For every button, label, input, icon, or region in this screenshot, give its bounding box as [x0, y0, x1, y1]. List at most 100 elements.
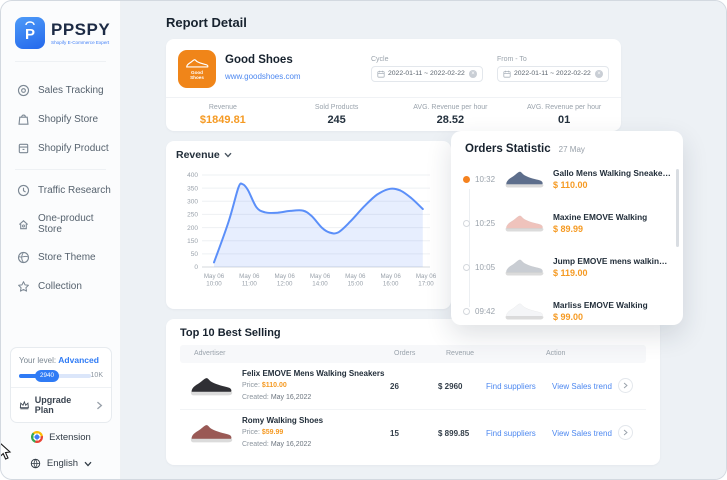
mouse-cursor: [1, 443, 12, 460]
level-progress-fill: [19, 373, 45, 378]
order-price: $ 89.99: [553, 224, 584, 234]
page-title: Report Detail: [166, 15, 247, 30]
store-logo: Good Shoes: [178, 49, 216, 88]
clear-date-icon[interactable]: ×: [595, 69, 603, 78]
clear-date-icon[interactable]: ×: [469, 69, 477, 78]
main-content: Report Detail Good Shoes Good Shoes www.…: [121, 1, 726, 479]
chevron-right-icon: [623, 429, 628, 436]
order-price: $ 99.00: [553, 312, 584, 322]
timeline-line: [469, 189, 470, 307]
orders-count: 26: [390, 382, 399, 391]
svg-text:0: 0: [194, 264, 198, 271]
find-suppliers-link[interactable]: Find suppliers: [486, 382, 536, 391]
order-item[interactable]: 10:05 Jump EMOVE mens walking s... $ 119…: [451, 245, 683, 289]
stat-avg-per-hour: AVG. Revenue per hour 01: [527, 104, 602, 126]
sidebar-item-collection[interactable]: Collection: [1, 272, 120, 301]
level-progress-badge: 2940: [35, 369, 60, 382]
chevron-down-icon: [84, 461, 92, 466]
product-image: [505, 303, 544, 320]
order-item[interactable]: 09:42 Marliss EMOVE Walking $ 99.00: [451, 289, 683, 325]
revenue-area-chart: 400 350 300 250 200 150 50 0 May 06 10:00 May 06 11…: [187, 172, 437, 288]
revenue-chart-card: Revenue 400 350 300 250 200 150 50 0 May 06 10:00…: [166, 141, 451, 309]
chart-metric-dropdown[interactable]: Revenue: [176, 149, 246, 161]
product-price: $110.00: [261, 382, 287, 389]
divider: [166, 97, 621, 98]
calendar-icon: [377, 70, 385, 78]
product-price: $59.99: [261, 429, 284, 436]
globe-icon: [17, 251, 30, 264]
revenue-value: $ 899.85: [438, 429, 470, 438]
order-product-name: Gallo Mens Walking Sneakers...: [553, 168, 671, 178]
timeline-dot-icon: [463, 219, 470, 227]
brand-bag-icon: P: [15, 17, 45, 49]
best-selling-title: Top 10 Best Selling: [180, 327, 281, 339]
divider: [15, 169, 106, 170]
fromto-label: From - To: [497, 55, 527, 63]
product-image: [505, 215, 544, 232]
target-icon: [17, 84, 30, 97]
store-url-link[interactable]: www.goodshoes.com: [225, 71, 301, 81]
product-created-date: May 16,2022: [270, 441, 312, 448]
svg-text:400: 400: [187, 172, 198, 179]
product-name: Felix EMOVE Mens Walking Sneakers: [242, 369, 385, 378]
divider: [15, 61, 106, 62]
find-suppliers-link[interactable]: Find suppliers: [486, 429, 536, 438]
upgrade-plan-button[interactable]: Upgrade Plan: [11, 387, 111, 422]
level-value: Advanced: [58, 355, 99, 365]
order-item[interactable]: 10:32 Gallo Mens Walking Sneakers... $ 1…: [451, 157, 683, 201]
sidebar: P PPSPY Shopify E-Commerce Expert Sales …: [1, 1, 121, 479]
svg-text:300: 300: [187, 198, 198, 205]
sidebar-item-shopify-product[interactable]: Shopify Product: [1, 134, 120, 163]
globe-icon: [30, 458, 41, 469]
chevron-right-icon: [97, 401, 103, 409]
calendar-icon: [503, 70, 511, 78]
row-expand-button[interactable]: [618, 425, 633, 440]
fromto-date-range-input[interactable]: 2022-01-11 ~ 2022-02-22 ×: [497, 65, 609, 82]
svg-text:150: 150: [187, 238, 198, 245]
star-icon: [18, 281, 29, 292]
product-image: [505, 259, 544, 276]
level-card: Your level: Advanced 2940 10K Upgrade Pl…: [10, 347, 112, 423]
orders-count: 15: [390, 429, 399, 438]
timeline-dot-icon: [463, 307, 470, 315]
sidebar-nav: Sales Tracking Shopify Store Shopify Pro…: [1, 70, 120, 301]
level-progress-max: 10K: [90, 372, 103, 379]
order-price: $ 119.00: [553, 268, 588, 278]
sidebar-item-shopify-store[interactable]: Shopify Store: [1, 105, 120, 134]
svg-text:350: 350: [187, 185, 198, 192]
orders-statistic-title: Orders Statistic: [465, 143, 551, 155]
timeline-dot-icon: [463, 175, 470, 183]
brand-name: PPSPY: [51, 20, 111, 39]
order-price: $ 110.00: [553, 180, 588, 190]
chevron-down-icon: [224, 152, 232, 158]
scrollbar-thumb[interactable]: [676, 169, 679, 247]
cycle-date-range-input[interactable]: 2022-01-11 ~ 2022-02-22 ×: [371, 65, 483, 82]
product-icon: [18, 143, 29, 154]
product-image: [190, 424, 233, 443]
order-item[interactable]: 10:25 Maxine EMOVE Walking $ 89.99: [451, 201, 683, 245]
chevron-right-icon: [623, 382, 628, 389]
level-progress-bar: 2940: [19, 369, 91, 382]
view-sales-trend-link[interactable]: View Sales trend: [552, 429, 612, 438]
stat-revenue: Revenue $1849.81: [199, 104, 246, 126]
sidebar-item-traffic-research[interactable]: Traffic Research: [1, 176, 120, 205]
order-product-name: Jump EMOVE mens walking s...: [553, 256, 671, 266]
logo: P PPSPY Shopify E-Commerce Expert: [1, 1, 120, 61]
store-name: Good Shoes: [225, 53, 293, 66]
sidebar-item-sales-tracking[interactable]: Sales Tracking: [1, 76, 120, 105]
order-product-name: Maxine EMOVE Walking: [553, 212, 648, 222]
revenue-value: $ 2960: [438, 382, 463, 391]
extension-button[interactable]: Extension: [1, 431, 121, 443]
view-sales-trend-link[interactable]: View Sales trend: [552, 382, 612, 391]
timeline-dot-icon: [463, 263, 470, 271]
language-selector[interactable]: English: [1, 458, 121, 469]
sidebar-item-store-theme[interactable]: Store Theme: [1, 243, 120, 272]
home-icon: [18, 219, 29, 229]
row-expand-button[interactable]: [618, 378, 633, 393]
sidebar-item-one-product-store[interactable]: One-product Store: [1, 205, 120, 243]
